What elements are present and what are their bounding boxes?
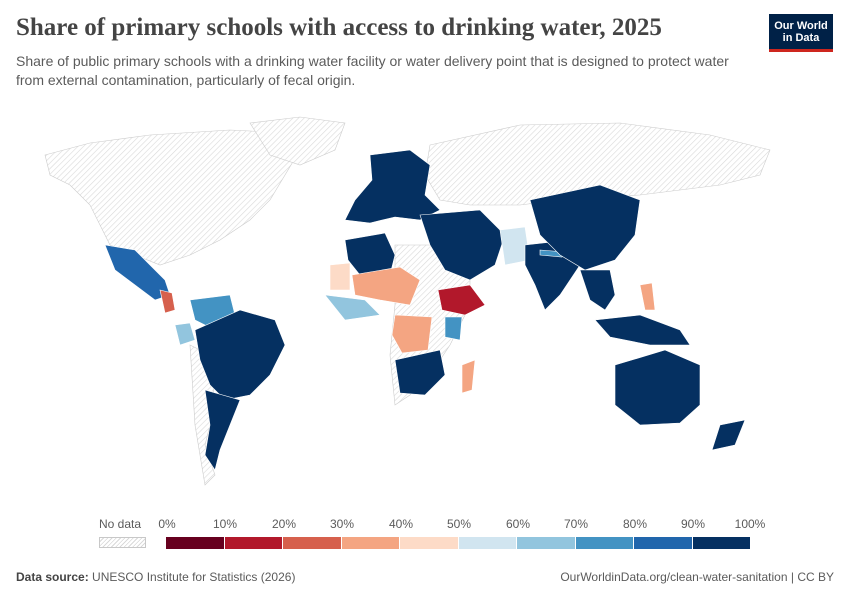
region-australia[interactable] <box>614 349 701 426</box>
legend-tick-80: 80% <box>622 517 648 531</box>
region-ethiopia[interactable] <box>437 284 486 316</box>
region-mauritania[interactable] <box>329 262 351 291</box>
region-drc[interactable] <box>391 314 433 354</box>
region-russia[interactable] <box>424 122 771 206</box>
region-brazil[interactable] <box>194 309 286 401</box>
legend-bin-70-80[interactable] <box>575 537 634 549</box>
legend-tick-90: 90% <box>680 517 706 531</box>
region-new-zealand[interactable] <box>711 419 746 451</box>
chart-subtitle: Share of public primary schools with a d… <box>16 53 729 88</box>
legend-bin-0-10[interactable] <box>166 537 225 549</box>
legend-tick-100: 100% <box>734 517 766 531</box>
region-china[interactable] <box>529 184 641 271</box>
legend-no-data-label: No data <box>99 517 142 531</box>
legend-bin-60-70[interactable] <box>517 537 576 549</box>
chart-title: Share of primary schools with access to … <box>16 14 662 41</box>
region-ecuador-peru[interactable] <box>174 322 196 346</box>
legend-tick-10: 10% <box>212 517 238 531</box>
legend-bin-40-50[interactable] <box>400 537 459 549</box>
logo-accent-bar <box>769 49 833 52</box>
logo-line-2: in Data <box>782 32 820 44</box>
region-mali-niger[interactable] <box>351 266 421 306</box>
legend-bin-30-40[interactable] <box>341 537 400 549</box>
region-southern-africa[interactable] <box>394 349 446 396</box>
region-madagascar[interactable] <box>461 359 476 394</box>
legend-color-bins <box>166 537 751 549</box>
region-southern-cone[interactable] <box>204 389 241 471</box>
legend-tick-70: 70% <box>563 517 589 531</box>
region-north-america[interactable] <box>44 129 301 266</box>
legend-bin-50-60[interactable] <box>458 537 517 549</box>
footer-link[interactable]: OurWorldinData.org/clean-water-sanitatio… <box>560 570 834 584</box>
legend-bin-80-90[interactable] <box>634 537 693 549</box>
region-middle-east[interactable] <box>419 209 506 281</box>
region-greenland[interactable] <box>249 116 346 166</box>
footer-source: Data source: UNESCO Institute for Statis… <box>16 570 295 584</box>
logo-line-1: Our World <box>774 20 828 32</box>
region-philippines[interactable] <box>639 282 656 311</box>
region-maghreb[interactable] <box>344 232 396 276</box>
owid-logo[interactable]: Our World in Data <box>769 14 833 52</box>
legend-bin-90-100[interactable] <box>692 537 751 549</box>
legend-tick-40: 40% <box>388 517 414 531</box>
region-indonesia[interactable] <box>594 314 691 346</box>
legend-tick-60: 60% <box>505 517 531 531</box>
region-southeast-asia[interactable] <box>579 269 616 311</box>
legend-tick-20: 20% <box>271 517 297 531</box>
legend-tick-0: 0% <box>158 517 176 531</box>
region-west-africa-coast[interactable] <box>324 294 381 321</box>
region-central-america[interactable] <box>159 289 176 314</box>
legend-tick-30: 30% <box>329 517 355 531</box>
legend-bin-20-30[interactable] <box>283 537 342 549</box>
region-kenya[interactable] <box>444 316 463 341</box>
world-map[interactable] <box>0 105 850 510</box>
region-europe[interactable] <box>344 149 441 224</box>
legend-tick-50: 50% <box>446 517 472 531</box>
legend-bin-10-20[interactable] <box>224 537 283 549</box>
footer-source-text[interactable]: UNESCO Institute for Statistics (2026) <box>92 570 296 584</box>
legend-no-data-swatch <box>99 537 146 548</box>
footer-source-label: Data source: <box>16 570 89 584</box>
